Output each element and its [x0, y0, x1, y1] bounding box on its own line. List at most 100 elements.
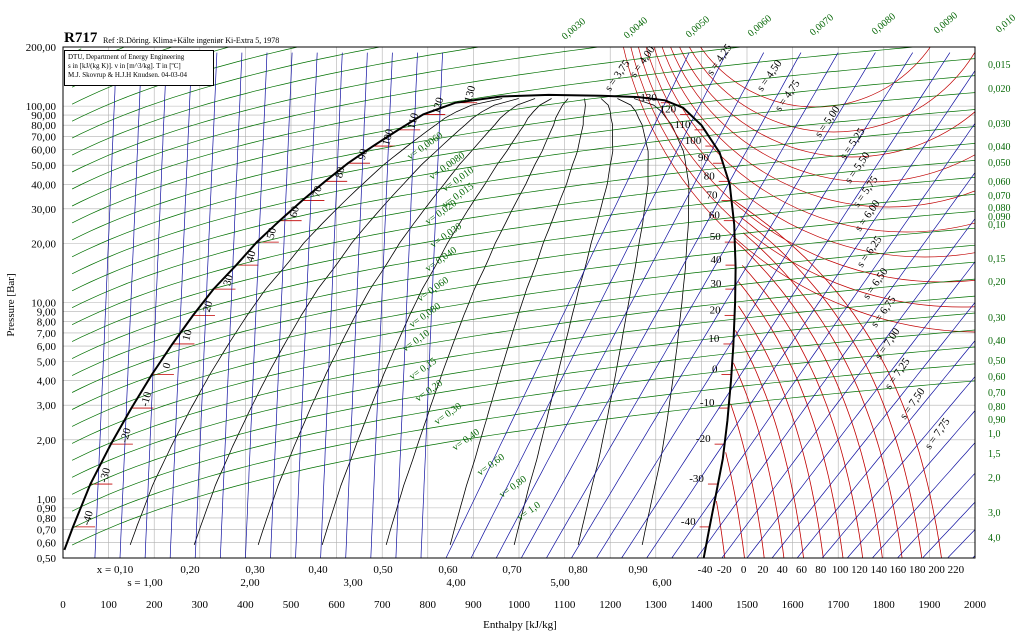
- y-tick-label: 20,00: [31, 238, 56, 250]
- isentrope-line: [169, 52, 193, 558]
- y-axis-title: Pressure [Bar]: [5, 273, 17, 336]
- grid: [62, 46, 976, 559]
- isentrope-line: [771, 301, 975, 558]
- x-tick-label: 1000: [508, 599, 531, 611]
- right-volume-label: 1,0: [988, 429, 1001, 440]
- isentrope-line: [445, 52, 690, 558]
- x-tick-label: 300: [192, 599, 209, 611]
- right-volume-label: 0,60: [988, 372, 1006, 383]
- x-tick-label: 800: [420, 599, 437, 611]
- iso-volume-line: [71, 160, 975, 326]
- iso-volume-line: [71, 143, 975, 309]
- quality-label: 0,90: [628, 564, 648, 576]
- iso-volume-line: [71, 92, 975, 258]
- quality-line: [385, 98, 569, 546]
- vapor-temp-label: -10: [700, 397, 715, 409]
- liquid-temp-label: -20: [118, 426, 134, 444]
- x-tick-label: 1800: [873, 599, 896, 611]
- isotherm-arc: [653, 47, 975, 233]
- iso-volume-line: [71, 380, 975, 546]
- y-tick-label: 8,00: [37, 317, 57, 329]
- isentrope-line: [596, 52, 913, 558]
- y-tick-label: 40,00: [31, 179, 56, 191]
- isotherm-arc: [623, 47, 975, 333]
- liquid-temp-label: 0: [161, 361, 174, 370]
- isotherm-arc: [661, 47, 975, 208]
- volume-curve-label: v= 1,0: [515, 500, 542, 524]
- vapor-temp-label: 30: [710, 278, 722, 290]
- iso-volume-line: [71, 244, 975, 410]
- bottom-temp-label: 140: [870, 564, 887, 576]
- y-tick-label: 60,00: [31, 145, 56, 157]
- right-volume-label: 0,020: [988, 84, 1011, 95]
- right-volume-label: 2,0: [988, 473, 1001, 484]
- right-volume-label: 4,0: [988, 533, 1001, 544]
- x-tick-label: 1300: [645, 599, 668, 611]
- isotherm-superheat: [734, 240, 883, 558]
- volume-curve-label: v= 0,10: [400, 328, 431, 355]
- isentrope-line: [796, 340, 975, 558]
- bottom-temp-label: 20: [757, 564, 769, 576]
- iso-volume-line: [71, 210, 975, 376]
- top-volume-label: 0,0090: [932, 10, 960, 36]
- plot-frame: [62, 46, 976, 559]
- vapor-temp-label: 130: [640, 92, 657, 104]
- isentrope-line: [696, 172, 975, 558]
- top-volume-label: 0,0060: [746, 13, 774, 39]
- right-volume-label: 3,0: [988, 508, 1001, 519]
- volume-curve-label: v= 0,20: [413, 378, 444, 405]
- x-tick-label: 1700: [827, 599, 850, 611]
- right-volume-label: 0,050: [988, 158, 1011, 169]
- iso-volume-line: [71, 177, 975, 342]
- volume-curve-label: v= 0,40: [450, 427, 481, 454]
- x-tick-label: 200: [146, 599, 163, 611]
- y-tick-label: 80,00: [31, 120, 56, 132]
- isentrope-line: [671, 122, 975, 558]
- right-volume-label: 0,30: [988, 313, 1006, 324]
- isentrope-line: [320, 52, 343, 558]
- y-tick-label: 7,00: [37, 328, 57, 340]
- quality-label: 0,60: [438, 564, 458, 576]
- liquid-temp-label: 90: [356, 147, 371, 161]
- isentrope-line: [144, 52, 168, 558]
- iso-volume-line: [71, 193, 975, 359]
- iso-volume-line: [71, 109, 975, 275]
- vapor-temp-label: -40: [681, 516, 696, 528]
- liquid-temp-label: 100: [380, 127, 396, 147]
- y-tick-label: 0,80: [37, 513, 57, 525]
- vapor-temp-label: 60: [709, 210, 721, 222]
- iso-volume-line: [71, 329, 975, 495]
- quality-line: [633, 98, 690, 545]
- isentrope-line: [947, 529, 975, 558]
- liquid-temp-label: 80: [333, 165, 348, 179]
- isotherm-arc: [679, 47, 975, 158]
- entropy-curve-label: s = 6,25: [855, 234, 885, 270]
- isentrope-line: [546, 52, 839, 558]
- isotherm-superheat: [742, 232, 903, 558]
- iso-volume-line: [71, 278, 975, 444]
- x-tick-label: 900: [465, 599, 482, 611]
- right-volume-label: 0,50: [988, 356, 1006, 367]
- entropy-axis-label: 5,00: [550, 577, 570, 589]
- isotherm-arc: [670, 47, 975, 183]
- vapor-temp-label: 120: [660, 103, 677, 115]
- vapor-temp-label: 90: [698, 152, 710, 164]
- isotherm-superheat: [738, 305, 824, 558]
- liquid-temp-label: -40: [80, 509, 96, 527]
- iso-volume-line: [71, 295, 975, 461]
- vapor-temp-label: 0: [712, 363, 718, 375]
- vapor-temp-label: 70: [707, 189, 719, 201]
- right-volume-label: 0,060: [988, 177, 1011, 188]
- right-volume-label: 0,90: [988, 415, 1006, 426]
- iso-volume-line: [71, 47, 745, 190]
- iso-volume-line: [71, 58, 975, 224]
- bottom-temp-label: -40: [698, 564, 713, 576]
- vapor-temp-label: 100: [685, 135, 702, 147]
- y-tick-label: 200,00: [26, 42, 57, 54]
- right-volume-label: 0,70: [988, 388, 1006, 399]
- info-line: s in [kJ/(kg K)]. v in [m^3/kg]. T in [º…: [68, 62, 181, 70]
- x-tick-label: 2000: [964, 599, 987, 611]
- y-tick-label: 4,00: [37, 376, 57, 388]
- curve-layer: [71, 47, 975, 558]
